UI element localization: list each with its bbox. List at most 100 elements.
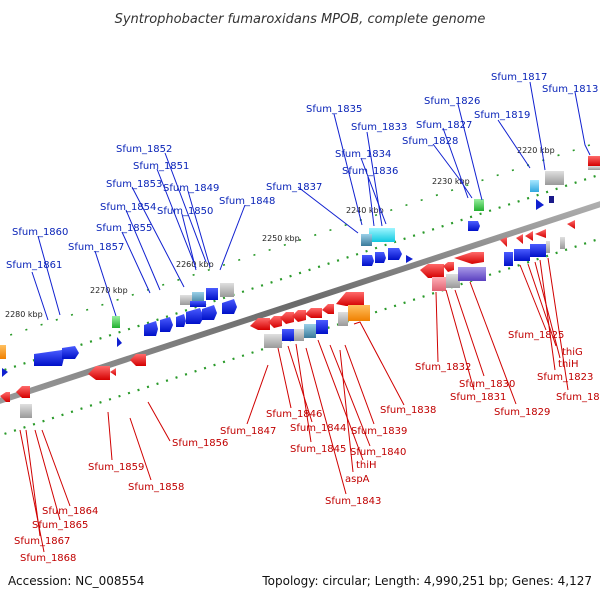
gene-arrow[interactable] (117, 337, 122, 347)
gene-feature[interactable] (530, 180, 539, 192)
gene-arrow[interactable] (160, 317, 173, 332)
gene-feature[interactable] (432, 277, 446, 291)
gene-arrow[interactable] (176, 314, 186, 327)
gene-label[interactable]: thiH (356, 460, 377, 471)
gene-arrow[interactable] (280, 312, 294, 324)
gene-label[interactable]: thiG (562, 347, 583, 358)
gene-label[interactable]: Sfum_1833 (351, 122, 407, 133)
gene-arrow[interactable] (406, 255, 413, 263)
gene-label[interactable]: Sfum_1845 (290, 444, 346, 455)
gene-label[interactable]: Sfum_1855 (96, 223, 152, 234)
gene-label[interactable]: Sfum_1861 (6, 260, 62, 271)
gene-arrow[interactable] (186, 308, 204, 324)
gene-label[interactable]: Sfum_1843 (325, 496, 381, 507)
gene-feature[interactable] (348, 305, 370, 321)
gene-arrow[interactable] (516, 234, 523, 244)
gene-label[interactable]: Sfum_1837 (266, 182, 322, 193)
gene-feature[interactable] (190, 301, 206, 307)
gene-label[interactable]: Sfum_1835 (306, 104, 362, 115)
gene-feature[interactable] (20, 404, 32, 418)
gene-label[interactable]: Sfum_1819 (474, 110, 530, 121)
gene-label[interactable]: Sfum_1817 (491, 72, 547, 83)
gene-arrow[interactable] (567, 220, 575, 229)
gene-label[interactable]: Sfum_1851 (133, 161, 189, 172)
gene-feature[interactable] (588, 156, 600, 166)
gene-feature[interactable] (545, 171, 564, 185)
gene-arrow[interactable] (16, 386, 30, 398)
gene-feature[interactable] (588, 166, 600, 170)
gene-arrow[interactable] (222, 299, 237, 314)
gene-label[interactable]: aspA (345, 474, 370, 485)
gene-feature[interactable] (504, 252, 513, 266)
gene-label[interactable]: Sfum_1836 (342, 166, 398, 177)
gene-arrow[interactable] (500, 237, 507, 247)
gene-feature[interactable] (264, 334, 282, 348)
gene-label[interactable]: Sfum_1864 (42, 506, 98, 517)
gene-arrow[interactable] (144, 321, 158, 336)
gene-label[interactable]: Sfum_1831 (450, 392, 506, 403)
gene-label[interactable]: Sfum_1832 (415, 362, 471, 373)
gene-feature[interactable] (180, 295, 192, 305)
gene-feature[interactable] (446, 274, 460, 288)
gene-label[interactable]: Sfum_1829 (494, 407, 550, 418)
gene-label[interactable]: Sfum_1844 (290, 423, 346, 434)
gene-feature[interactable] (474, 199, 484, 211)
gene-feature[interactable] (530, 244, 546, 257)
gene-arrow[interactable] (468, 221, 480, 231)
gene-label[interactable]: Sfum_1813 (542, 84, 598, 95)
gene-arrow[interactable] (535, 229, 546, 238)
gene-feature[interactable] (514, 249, 530, 261)
gene-label[interactable]: Sfum_1854 (100, 202, 156, 213)
gene-feature[interactable] (361, 234, 372, 246)
gene-arrow[interactable] (525, 231, 533, 241)
gene-label[interactable]: Sfum_1865 (32, 520, 88, 531)
gene-label[interactable]: Sfum_1868 (20, 553, 76, 564)
gene-feature[interactable] (112, 316, 120, 328)
gene-label[interactable]: Sfum_1852 (116, 144, 172, 155)
gene-arrow[interactable] (250, 318, 270, 330)
gene-arrow[interactable] (536, 199, 544, 210)
gene-arrow[interactable] (443, 262, 454, 272)
gene-label[interactable]: Sfum_1828 (402, 136, 458, 147)
gene-arrow[interactable] (336, 292, 364, 306)
gene-label[interactable]: Sfum_1867 (14, 536, 70, 547)
gene-feature[interactable] (220, 283, 234, 297)
gene-label[interactable]: Sfum_1834 (335, 149, 391, 160)
gene-label[interactable]: Sfum_1826 (424, 96, 480, 107)
gene-arrow[interactable] (0, 392, 10, 402)
gene-label[interactable]: Sfum_1840 (350, 447, 406, 458)
gene-arrow[interactable] (420, 264, 444, 278)
gene-feature[interactable] (282, 329, 294, 341)
gene-arrow[interactable] (362, 255, 374, 266)
gene-arrow[interactable] (454, 252, 484, 264)
gene-label[interactable]: Sfum_1830 (459, 379, 515, 390)
gene-arrow[interactable] (322, 304, 334, 314)
gene-label[interactable]: Sfum_1847 (220, 426, 276, 437)
gene-arrow[interactable] (2, 368, 8, 377)
gene-feature[interactable] (546, 241, 550, 253)
gene-label[interactable]: Sfum_1846 (266, 409, 322, 420)
gene-label[interactable]: Sfum_1860 (12, 227, 68, 238)
gene-label[interactable]: Sfum_1850 (157, 206, 213, 217)
gene-arrow[interactable] (388, 248, 402, 260)
gene-label[interactable]: Sfum_1848 (219, 196, 275, 207)
gene-label[interactable]: Sfum_1838 (380, 405, 436, 416)
gene-arrow[interactable] (88, 366, 110, 380)
gene-arrow[interactable] (62, 346, 79, 359)
gene-feature[interactable] (304, 324, 316, 338)
gene-arrow[interactable] (202, 305, 217, 320)
gene-feature[interactable] (369, 228, 395, 242)
gene-feature[interactable] (338, 312, 348, 326)
gene-arrow[interactable] (110, 368, 116, 376)
gene-label[interactable]: Sfum_1824 (556, 392, 600, 403)
gene-label[interactable]: Sfum_1839 (351, 426, 407, 437)
gene-label[interactable]: Sfum_1853 (106, 179, 162, 190)
gene-label[interactable]: Sfum_1859 (88, 462, 144, 473)
gene-label[interactable]: Sfum_1849 (163, 183, 219, 194)
gene-label[interactable]: Sfum_1856 (172, 438, 228, 449)
gene-label[interactable]: Sfum_1823 (537, 372, 593, 383)
gene-arrow[interactable] (305, 308, 322, 318)
gene-label[interactable]: Sfum_1858 (128, 482, 184, 493)
gene-feature[interactable] (458, 267, 486, 281)
gene-arrow[interactable] (268, 316, 282, 328)
